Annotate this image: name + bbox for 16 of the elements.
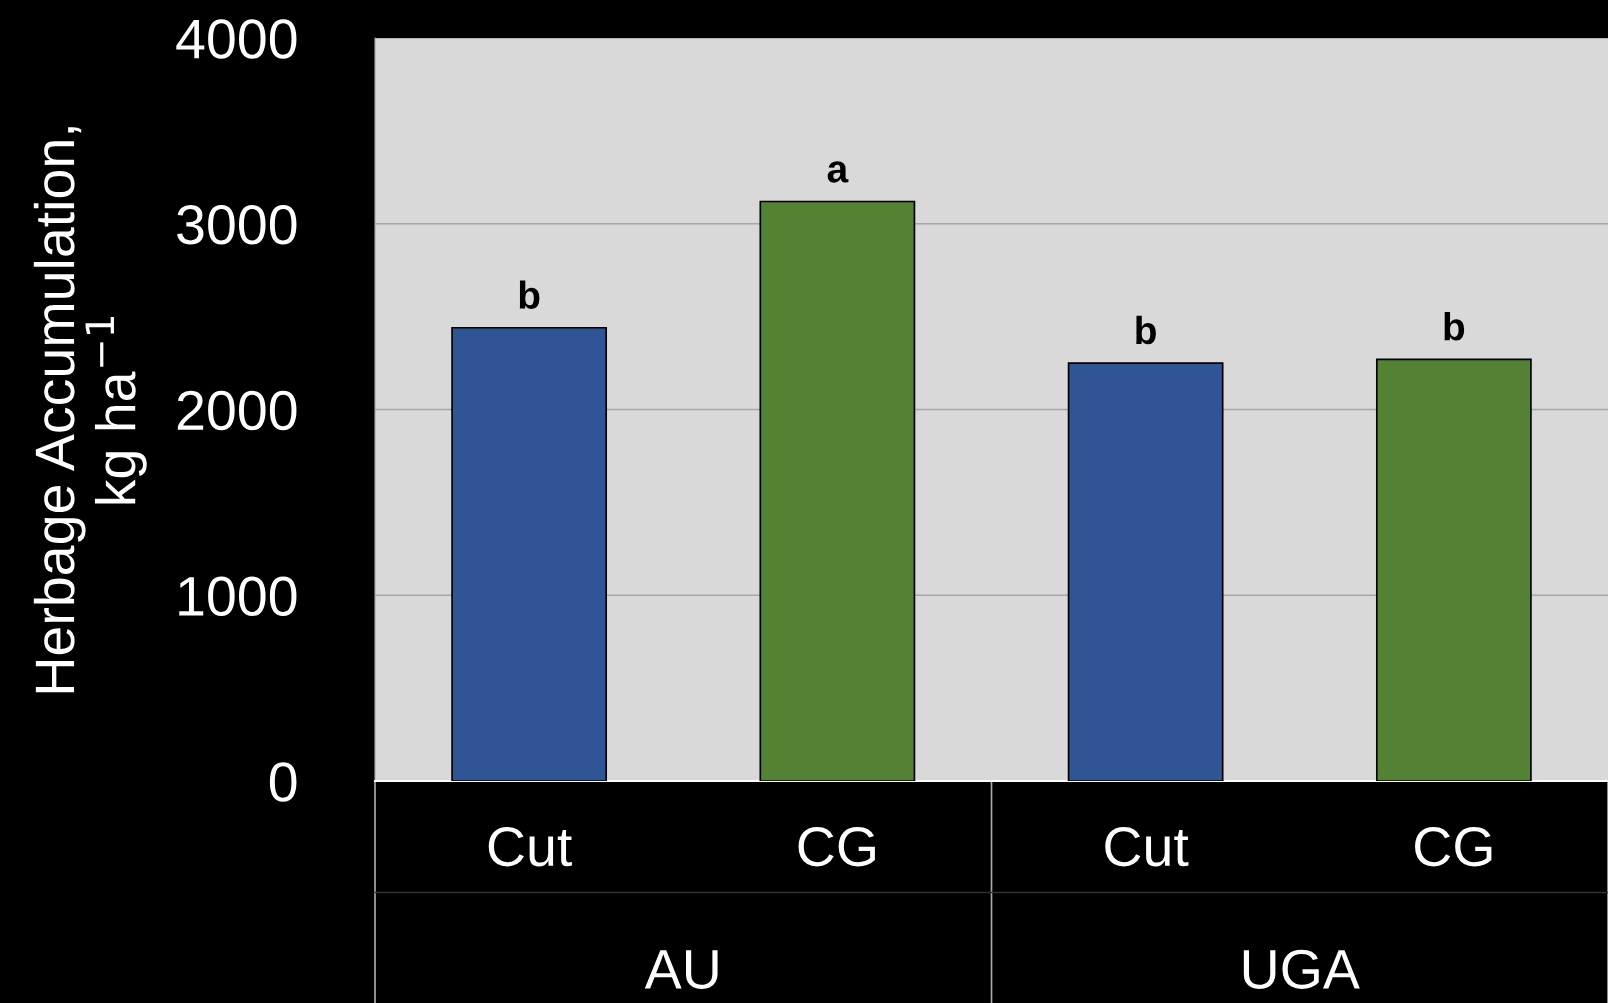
data-label: b (1444, 311, 1465, 341)
x-tick-label: UGA (1243, 949, 1360, 989)
y-axis-title: Herbage Accumulation, kg ha$^{−1}$ (33, 127, 147, 693)
data-label: b (519, 280, 540, 309)
data-label: b (1136, 315, 1156, 345)
series-label: CG (798, 827, 875, 867)
y-tick-label: 4000 (176, 19, 297, 59)
y-tick-label: 0 (269, 762, 297, 802)
series-label: Cut (488, 827, 572, 867)
text: CG (1415, 827, 1492, 867)
data-label: a (827, 161, 849, 183)
y-tick-label: 2000 (177, 390, 297, 431)
y-tick-label: 3000 (177, 205, 297, 245)
x-tick-label: AU (644, 950, 718, 989)
text: Cut (1105, 827, 1189, 867)
y-tick-label: 1000 (179, 576, 297, 616)
